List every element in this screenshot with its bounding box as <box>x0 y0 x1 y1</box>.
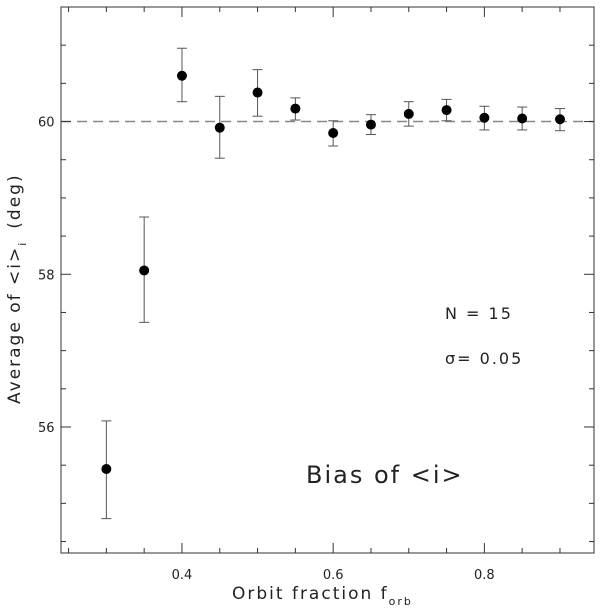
x-axis-ticks: 0.4 0.6 0.8 <box>68 7 561 583</box>
data-point <box>554 114 565 125</box>
data-point <box>441 105 452 116</box>
data-point <box>176 70 187 81</box>
x-tick-label: 0.6 <box>323 568 344 583</box>
error-bars <box>101 47 565 520</box>
data-point <box>479 112 490 123</box>
data-point <box>101 464 112 474</box>
data-points <box>101 70 565 474</box>
x-axis-label: Orbit fraction forb <box>232 584 413 608</box>
y-tick-label: 58 <box>38 268 55 283</box>
y-axis-ticks: 56 58 60 <box>38 44 594 543</box>
y-tick-label: 60 <box>38 116 55 131</box>
annotation-sigma: σ= 0.05 <box>445 349 523 368</box>
plot-frame <box>60 6 595 554</box>
data-point <box>214 122 225 133</box>
annotation-bias: Bias of <i> <box>306 461 464 489</box>
x-tick-label: 0.4 <box>172 568 193 583</box>
x-tick-label: 0.8 <box>474 568 495 583</box>
data-point <box>252 87 263 98</box>
annotation-n: N = 15 <box>445 304 513 323</box>
data-point <box>365 119 376 130</box>
data-point <box>328 128 339 138</box>
data-point <box>403 108 414 119</box>
y-axis-label: Average of <i>i(deg) <box>5 173 29 404</box>
data-point <box>517 113 528 124</box>
data-point <box>290 103 301 114</box>
y-tick-label: 56 <box>38 421 55 436</box>
data-point <box>139 265 150 276</box>
